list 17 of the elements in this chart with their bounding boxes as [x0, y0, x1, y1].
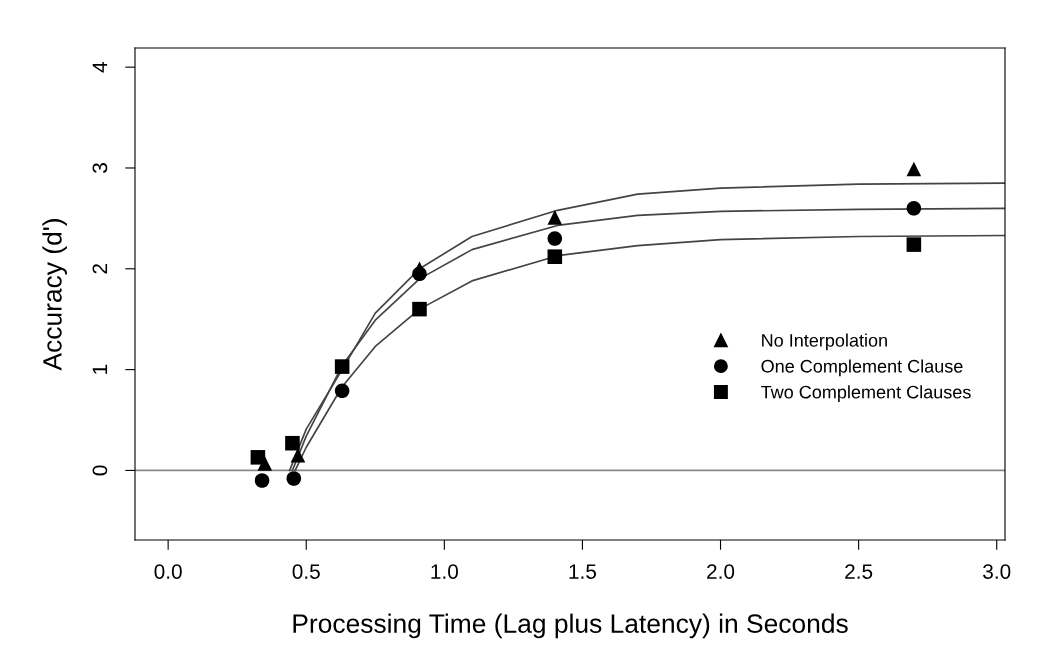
x-tick-label: 2.5	[845, 564, 873, 579]
y-tick-label: 3	[92, 163, 108, 173]
x-tick-label: 0.5	[292, 564, 320, 579]
y-tick-label: 2	[92, 264, 108, 274]
y-tick-label: 0	[92, 465, 108, 476]
y-tick-label: 4	[92, 61, 108, 73]
legend-label: One Complement Clause	[761, 359, 963, 377]
x-tick-label: 3.0	[983, 564, 1011, 579]
x-tick-label: 1.0	[431, 564, 458, 579]
x-tick-label: 2.0	[707, 564, 735, 579]
legend-label: Two Complement Clauses	[761, 385, 971, 403]
legend-label: No Interpolation	[762, 333, 887, 351]
x-axis-title: Processing Time (Lag plus Latency) in Seconds	[293, 613, 848, 639]
y-axis-title: Accuracy (d')	[42, 219, 67, 371]
x-tick-label: 1.5	[569, 564, 597, 579]
y-tick-label: 1	[92, 364, 108, 374]
x-tick-label: 0.0	[154, 564, 182, 579]
